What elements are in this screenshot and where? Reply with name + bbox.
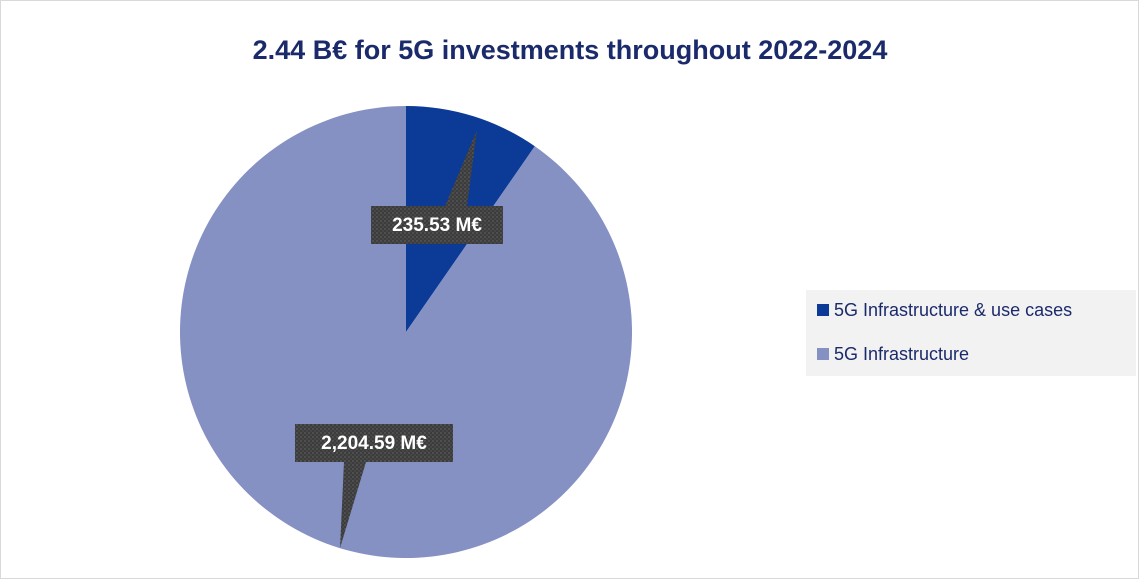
legend-label: 5G Infrastructure & use cases	[834, 300, 1072, 320]
callout-box	[371, 130, 503, 244]
legend-marker	[817, 304, 829, 316]
callout-box	[295, 424, 453, 548]
legend-box	[806, 290, 1136, 376]
legend-marker	[817, 348, 829, 360]
pie-slice	[179, 106, 633, 558]
chart-title: 2.44 B€ for 5G investments throughout 20…	[253, 35, 888, 65]
legend-label: 5G Infrastructure	[834, 344, 969, 364]
data-label: 2,204.59 M€	[321, 433, 427, 454]
data-label: 235.53 M€	[392, 215, 482, 236]
